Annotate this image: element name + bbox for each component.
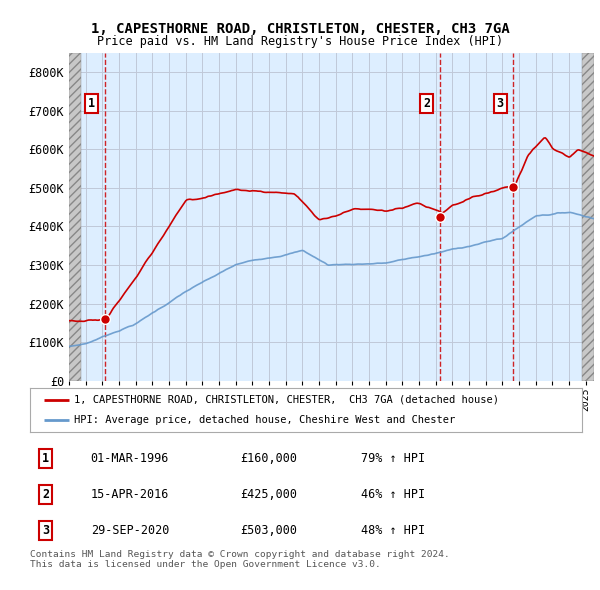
Text: HPI: Average price, detached house, Cheshire West and Chester: HPI: Average price, detached house, Ches… — [74, 415, 455, 425]
Text: 01-MAR-1996: 01-MAR-1996 — [91, 452, 169, 465]
Text: 1, CAPESTHORNE ROAD, CHRISTLETON, CHESTER, CH3 7GA: 1, CAPESTHORNE ROAD, CHRISTLETON, CHESTE… — [91, 22, 509, 37]
Text: 1, CAPESTHORNE ROAD, CHRISTLETON, CHESTER,  CH3 7GA (detached house): 1, CAPESTHORNE ROAD, CHRISTLETON, CHESTE… — [74, 395, 499, 405]
Text: 2: 2 — [42, 488, 49, 501]
Text: 3: 3 — [497, 97, 503, 110]
Text: 1: 1 — [88, 97, 95, 110]
Bar — [583, 53, 594, 381]
Text: 29-SEP-2020: 29-SEP-2020 — [91, 524, 169, 537]
Text: Price paid vs. HM Land Registry's House Price Index (HPI): Price paid vs. HM Land Registry's House … — [97, 35, 503, 48]
Bar — [69, 53, 80, 381]
Text: 15-APR-2016: 15-APR-2016 — [91, 488, 169, 501]
Text: 46% ↑ HPI: 46% ↑ HPI — [361, 488, 425, 501]
Bar — [69, 53, 80, 381]
Text: 1: 1 — [42, 452, 49, 465]
Bar — [583, 53, 594, 381]
Text: £503,000: £503,000 — [240, 524, 297, 537]
Text: 79% ↑ HPI: 79% ↑ HPI — [361, 452, 425, 465]
Text: 48% ↑ HPI: 48% ↑ HPI — [361, 524, 425, 537]
Text: 2: 2 — [423, 97, 430, 110]
Text: £425,000: £425,000 — [240, 488, 297, 501]
Text: Contains HM Land Registry data © Crown copyright and database right 2024.
This d: Contains HM Land Registry data © Crown c… — [30, 550, 450, 569]
Text: £160,000: £160,000 — [240, 452, 297, 465]
Text: 3: 3 — [42, 524, 49, 537]
